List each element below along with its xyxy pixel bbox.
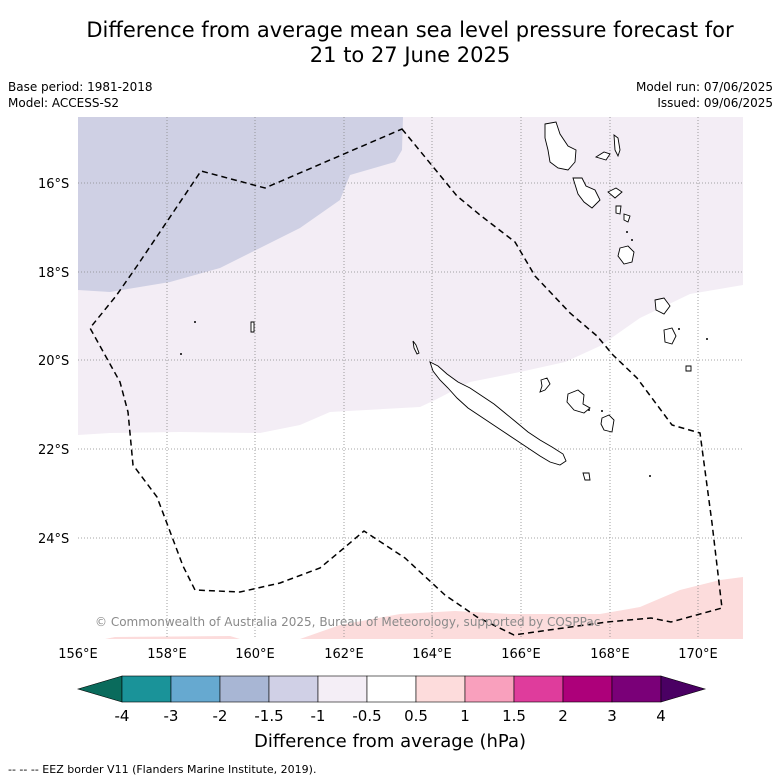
colorbar-tick-label: 3 [607, 707, 617, 725]
colorbar-extend-low [76, 675, 123, 703]
title-line-2: 21 to 27 June 2025 [309, 43, 511, 67]
colorbar-tick-label: 1 [460, 707, 470, 725]
map-area: © Commonwealth of Australia 2025, Bureau… [78, 117, 743, 639]
eez-footnote: -- -- -- EEZ border V11 (Flanders Marine… [8, 763, 317, 776]
colorbar-ticks: -4 -3 -2 -1.5 -1 -0.5 0.5 1 1.5 2 3 4 [115, 707, 666, 725]
malekula-island [572, 177, 601, 209]
colorbar-bin [170, 675, 221, 703]
lon-label: 158°E [147, 647, 187, 662]
map-attribution: © Commonwealth of Australia 2025, Bureau… [95, 615, 600, 629]
base-period: Base period: 1981-2018 [8, 80, 153, 94]
lon-label: 164°E [412, 647, 452, 662]
lon-label: 156°E [58, 647, 98, 662]
colorbar-tick-label: 0.5 [404, 707, 428, 725]
small-island-a [250, 321, 255, 333]
lon-label: 162°E [324, 647, 364, 662]
mare-island [600, 414, 615, 433]
colorbar-bin [219, 675, 270, 703]
colorbar-extend-high [660, 675, 707, 703]
colorbar-tick-label: -2 [213, 707, 228, 725]
colorbar-bin [121, 675, 172, 703]
isle-of-pines [582, 472, 591, 481]
colorbar-tick-label: -4 [115, 707, 130, 725]
chart-title: Difference from average mean sea level p… [0, 18, 781, 68]
colorbar-bin [415, 675, 466, 703]
small-island-c [623, 213, 631, 223]
colorbar-bin [562, 675, 613, 703]
tiny-islets [180, 231, 708, 477]
longitude-labels: 156°E 158°E 160°E 162°E 164°E 166°E 168°… [58, 647, 718, 662]
ambrym-island [607, 187, 623, 199]
lon-label: 160°E [235, 647, 275, 662]
map-gridlines [78, 117, 743, 639]
erromango-island [654, 297, 671, 315]
efate-island [617, 245, 635, 265]
model-name: Model: ACCESS-S2 [8, 96, 120, 110]
ouvea-island [539, 377, 551, 393]
colorbar-tick-label: 2 [558, 707, 568, 725]
lifou-island [566, 389, 591, 414]
colorbar-bin [513, 675, 564, 703]
title-line-1: Difference from average mean sea level p… [86, 18, 734, 42]
land-outlines [250, 121, 692, 481]
colorbar-tick-label: -1.5 [254, 707, 283, 725]
pressure-anomaly-region-plus-0-5 [300, 577, 743, 639]
pressure-anomaly-region-plus-0-5-left [105, 636, 240, 639]
eez-border [89, 128, 723, 636]
colorbar-bin [268, 675, 319, 703]
pressure-anomaly-region-minus-1-5 [78, 117, 403, 292]
new-caledonia-island [429, 361, 567, 466]
model-run: Model run: 07/06/2025 [635, 80, 773, 94]
lat-label: 22°S [38, 443, 69, 458]
issued-date: Issued: 09/06/2025 [657, 96, 773, 110]
colorbar-bin [366, 675, 417, 703]
tanna-island [663, 327, 677, 345]
ambae-island [594, 151, 611, 161]
colorbar-tick-label: -1 [311, 707, 326, 725]
lon-label: 166°E [501, 647, 541, 662]
colorbar-tick-label: -3 [164, 707, 179, 725]
lon-label: 168°E [590, 647, 630, 662]
colorbar-bin [317, 675, 368, 703]
lat-label: 16°S [38, 177, 69, 192]
belep-island [412, 340, 420, 355]
aneityum-island [685, 365, 692, 372]
lat-label: 20°S [38, 354, 69, 369]
colorbar-bin [611, 675, 662, 703]
latitude-labels: 16°S 18°S 20°S 22°S 24°S [38, 177, 69, 547]
espiritu-santo-island [544, 121, 577, 171]
lat-label: 18°S [38, 266, 69, 281]
colorbar-tick-label: 1.5 [502, 707, 526, 725]
meta-right: Model run: 07/06/2025 Issued: 09/06/2025 [636, 79, 773, 111]
lon-label: 170°E [678, 647, 718, 662]
colorbar-tick-label: -0.5 [352, 707, 381, 725]
small-island-b [615, 205, 622, 215]
colorbar-bin [464, 675, 515, 703]
colorbar [76, 675, 707, 703]
lat-label: 24°S [38, 532, 69, 547]
meta-left: Base period: 1981-2018 Model: ACCESS-S2 [8, 79, 153, 111]
colorbar-title: Difference from average (hPa) [254, 731, 526, 752]
maewo-island [613, 134, 621, 158]
colorbar-tick-label: 4 [656, 707, 666, 725]
